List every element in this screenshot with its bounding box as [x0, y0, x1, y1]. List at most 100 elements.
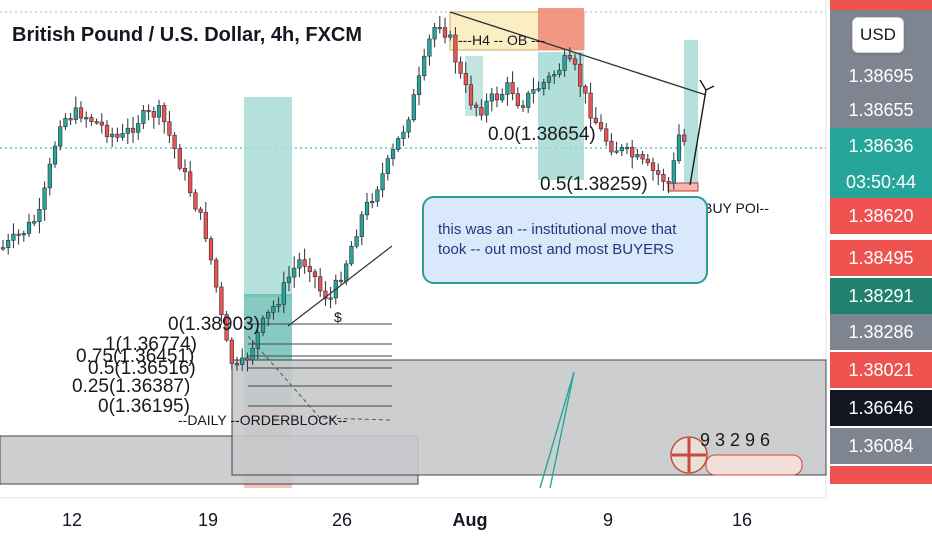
candle-body — [359, 214, 364, 237]
candle-body — [354, 236, 359, 247]
candle — [572, 53, 578, 71]
candle — [52, 141, 58, 168]
right-position-zone — [684, 40, 698, 188]
price-tag: 1.36084 — [830, 428, 932, 464]
candle — [552, 70, 557, 84]
candle-body — [427, 38, 432, 57]
candle — [645, 153, 650, 166]
candle — [474, 101, 479, 117]
candle — [73, 96, 78, 124]
candle-body — [583, 85, 588, 94]
candle — [354, 229, 359, 249]
candle — [240, 348, 245, 372]
candle-body — [338, 279, 344, 282]
candle-body — [411, 94, 416, 121]
candle-body — [193, 192, 198, 210]
candle — [406, 116, 411, 139]
candle — [682, 128, 687, 146]
time-axis-tick: 19 — [197, 510, 219, 530]
fib-layer: 0(1.38903)1(1.36774)0.75(1.36451)0.5(1.3… — [72, 124, 648, 417]
candle — [640, 150, 645, 165]
candle — [484, 93, 489, 123]
price-tag: 03:50:44 — [830, 164, 932, 200]
candle — [489, 87, 494, 112]
candle — [229, 337, 234, 370]
candle — [396, 136, 401, 153]
teal-arrow — [539, 371, 575, 489]
candle — [151, 106, 156, 129]
candle-body — [302, 259, 307, 267]
trendline-lower — [287, 245, 393, 327]
chart-title: British Pound / U.S. Dollar, 4h, FXCM — [12, 24, 363, 46]
candle — [666, 176, 671, 194]
candle-body — [32, 221, 37, 224]
candle — [671, 152, 676, 190]
candle — [453, 27, 458, 74]
candle-body — [177, 148, 182, 169]
price-tag: 1.36646 — [830, 390, 932, 426]
h2-poi-zone — [667, 182, 699, 192]
candle — [130, 116, 136, 143]
currency-button[interactable]: USD — [852, 17, 904, 53]
candle-body — [682, 134, 687, 142]
candle-body — [645, 158, 650, 164]
candle — [458, 56, 463, 79]
candle — [68, 112, 73, 126]
price-tag: 1.38495 — [830, 240, 932, 276]
candle-body — [442, 27, 448, 38]
candle — [541, 78, 546, 96]
candle — [224, 310, 229, 343]
candle-body — [245, 357, 250, 361]
candle — [281, 271, 286, 314]
candle-body — [99, 121, 104, 126]
candle-body — [156, 105, 162, 118]
candle — [32, 214, 37, 227]
candle — [297, 252, 302, 278]
candle-body — [307, 266, 312, 273]
candle-body — [167, 121, 172, 136]
candle-body — [546, 75, 552, 83]
candle — [370, 193, 375, 209]
candle-body — [598, 122, 604, 130]
candle — [520, 100, 526, 112]
candle-body — [255, 332, 260, 349]
candle — [0, 240, 6, 251]
candle-body — [489, 93, 494, 102]
long-position-profit-zone — [244, 97, 292, 297]
candle-body — [453, 34, 458, 63]
candle-body — [26, 221, 32, 234]
candle-body — [396, 138, 401, 150]
candle — [99, 113, 104, 134]
candle-body — [552, 74, 557, 77]
candle-body — [380, 173, 385, 191]
calendar-events-strip — [705, 454, 803, 476]
candle — [661, 168, 666, 191]
fib-level-label: 0.5(1.36516) — [88, 358, 196, 379]
candle-body — [63, 118, 68, 128]
zones-layer — [0, 8, 827, 488]
price-tag: 1.38291 — [830, 278, 932, 314]
candle — [494, 86, 500, 108]
candle — [567, 47, 572, 62]
candle-body — [328, 297, 333, 300]
candle — [463, 62, 468, 93]
callout-note[interactable]: this was an -- institutional move that t… — [422, 196, 708, 284]
candle — [266, 310, 271, 327]
candle — [578, 52, 583, 97]
candle-body — [266, 312, 271, 319]
fib-level-label: 0(1.36195) — [98, 396, 190, 417]
candle — [292, 256, 297, 288]
candle-body — [531, 89, 536, 94]
candle — [63, 113, 68, 131]
candle — [411, 88, 416, 123]
candle-body — [219, 286, 224, 315]
candle-body — [432, 26, 437, 40]
candle-body — [110, 133, 115, 137]
candle — [172, 131, 177, 159]
candle-body — [500, 94, 505, 101]
candle-body — [349, 245, 354, 265]
candle-body — [448, 34, 453, 38]
candle-body — [281, 282, 286, 305]
